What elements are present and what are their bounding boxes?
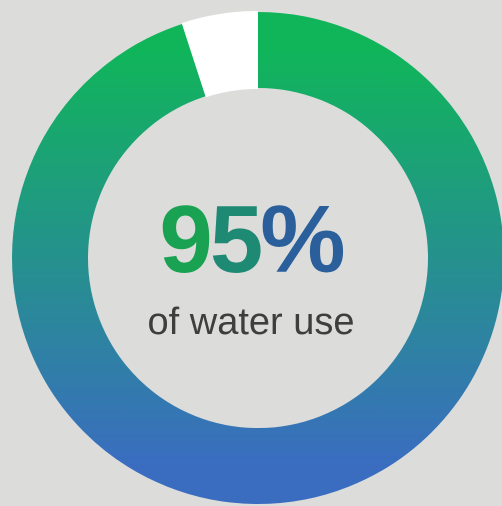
donut-segment-remainder <box>181 11 259 98</box>
center-percentage-sign: % <box>260 186 345 293</box>
center-percentage-digit-2: 5 <box>209 186 263 293</box>
center-percentage: 95% <box>0 190 502 290</box>
center-percentage-digit-1: 9 <box>159 186 212 293</box>
center-caption: of water use <box>147 301 355 343</box>
